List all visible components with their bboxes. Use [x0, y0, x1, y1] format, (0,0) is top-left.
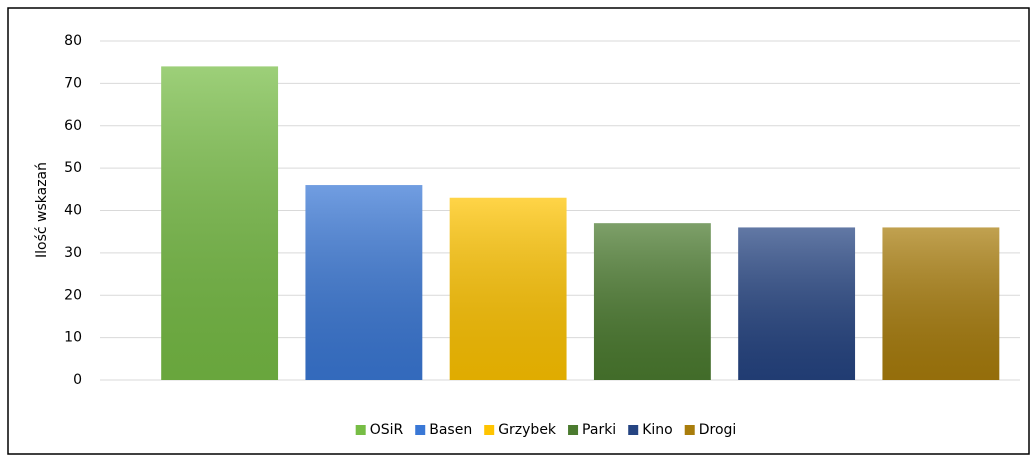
legend-swatch: [355, 425, 366, 435]
legend-swatch: [568, 425, 579, 435]
y-tick-label: 60: [64, 118, 82, 134]
y-tick-label: 50: [64, 160, 82, 176]
bar-shine: [593, 223, 711, 380]
legend-swatch: [628, 425, 639, 435]
legend-swatch: [684, 425, 695, 435]
legend-label: Grzybek: [498, 422, 557, 438]
y-axis-label: Ilość wskazań: [34, 162, 50, 258]
y-tick-label: 10: [64, 330, 82, 346]
legend-label: Basen: [429, 422, 472, 438]
bar-shine: [449, 197, 567, 380]
bar-shine: [305, 185, 423, 380]
bar-shine: [161, 66, 279, 381]
y-tick-label: 0: [73, 372, 82, 388]
legend-swatch: [484, 425, 495, 435]
y-tick-label: 80: [64, 33, 82, 49]
bar-shine: [882, 227, 1000, 380]
y-tick-label: 70: [64, 75, 82, 91]
y-tick-label: 40: [64, 203, 82, 219]
legend-label: OSiR: [370, 422, 404, 438]
legend-label: Parki: [582, 422, 616, 438]
legend: OSiR Basen Grzybek Parki Kino Drogi: [355, 422, 737, 438]
y-tick-label: 30: [64, 245, 82, 261]
legend-swatch: [415, 425, 426, 435]
bar-shine: [738, 227, 856, 380]
legend-label: Kino: [642, 422, 673, 438]
y-tick-label: 20: [64, 287, 82, 303]
legend-label: Drogi: [699, 422, 737, 438]
